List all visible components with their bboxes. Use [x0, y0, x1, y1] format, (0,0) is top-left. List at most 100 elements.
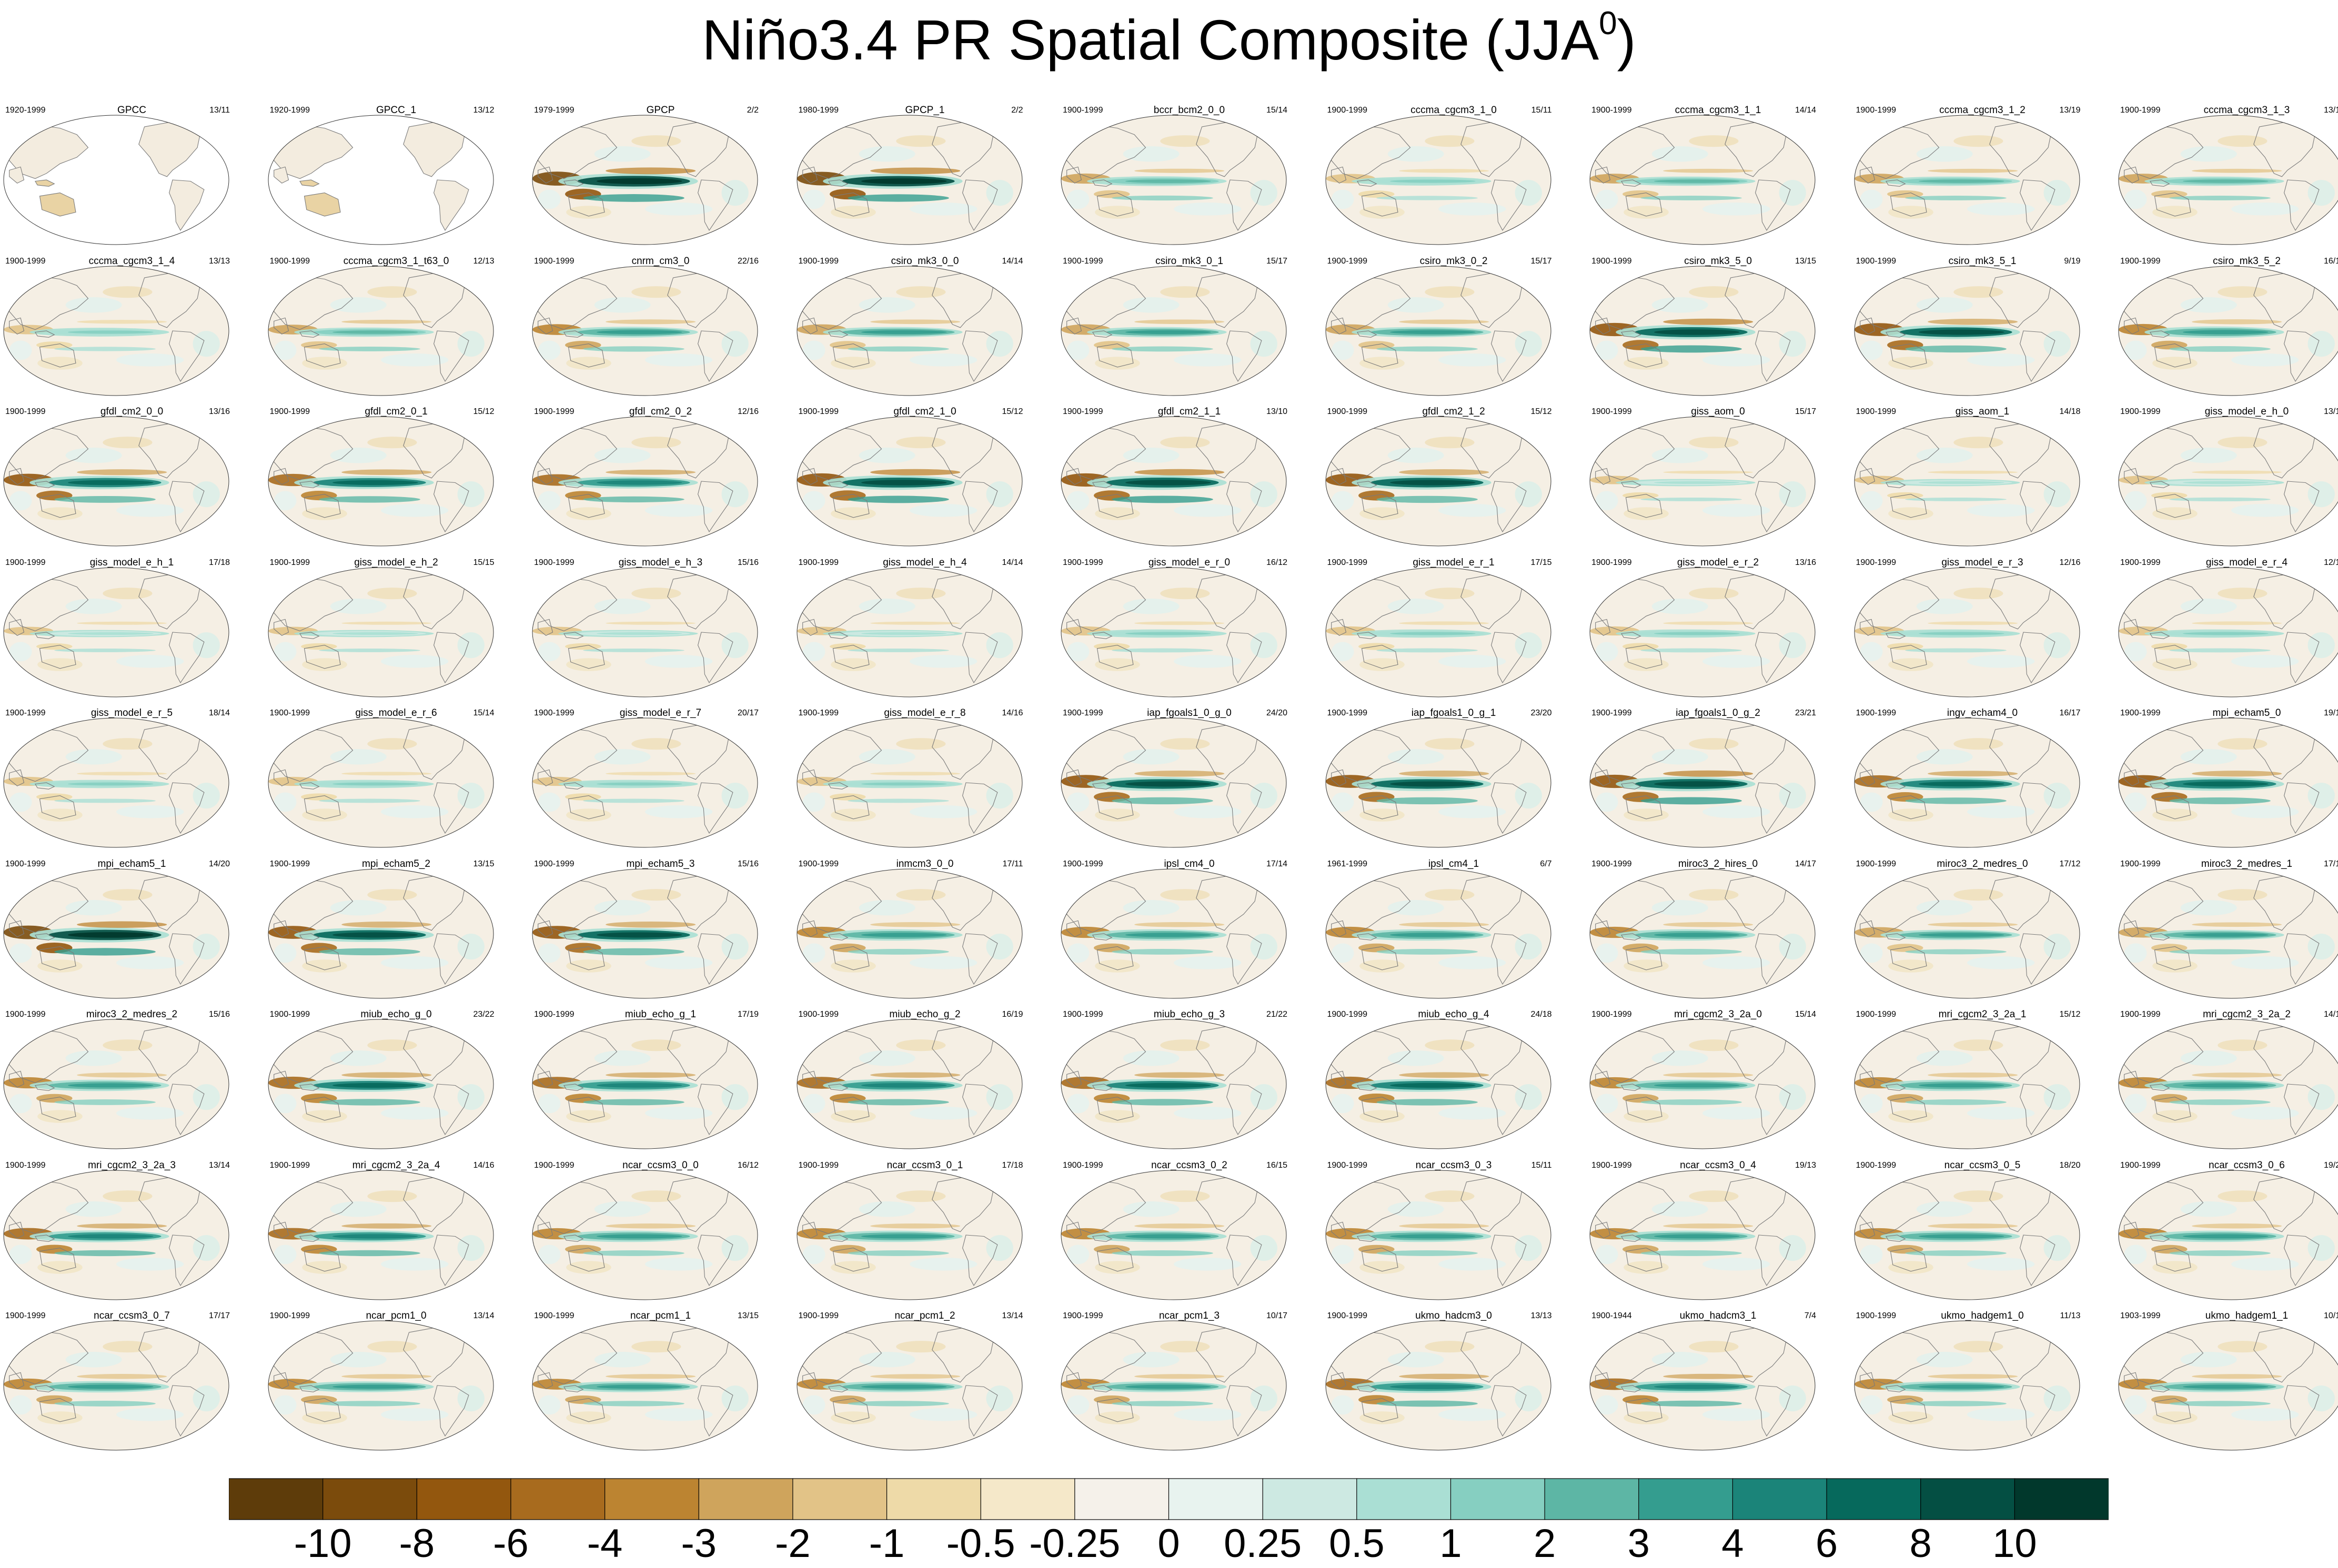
panel-title: giss_aom_1	[1955, 406, 2010, 417]
model-panel: cccma_cgcm3_1_3 1900-1999 13/13	[2117, 105, 2338, 252]
panel-title: GPCP	[646, 105, 675, 116]
panel-years: 1900-1999	[2120, 709, 2161, 717]
panel-event-count: 16/19	[1002, 1010, 1023, 1019]
model-panel: miroc3_2_medres_0 1900-1999 17/12	[1853, 858, 2112, 1006]
panel-years: 1900-1999	[1063, 859, 1103, 868]
panel-title: cnrm_cm3_0	[631, 255, 690, 267]
panel-map	[1854, 1019, 2080, 1149]
panel-event-count: 16/15	[1266, 1160, 1287, 1170]
panel-title: gfdl_cm2_0_2	[629, 406, 692, 417]
panel-map	[797, 567, 1022, 697]
panel-event-count: 15/14	[473, 709, 495, 717]
panel-map	[2118, 1170, 2338, 1300]
panel-map	[532, 1320, 758, 1451]
panel-event-count: 13/13	[2323, 106, 2338, 115]
panel-title: miub_echo_g_3	[1153, 1009, 1225, 1020]
panel-years: 1903-1999	[2120, 1311, 2161, 1320]
panel-event-count: 15/17	[1795, 407, 1816, 416]
panel-map	[1061, 1170, 1287, 1300]
panel-years: 1900-1999	[534, 1010, 575, 1019]
panel-event-count: 13/13	[1530, 1311, 1552, 1320]
panel-title: giss_model_e_r_8	[884, 707, 966, 719]
panel-event-count: 15/11	[1531, 106, 1552, 115]
panel-map	[268, 1170, 493, 1300]
panel-map	[797, 1170, 1022, 1300]
panel-years: 1900-1999	[2120, 859, 2161, 868]
panel-years: 1900-1999	[5, 256, 46, 266]
panel-years: 1900-1999	[5, 1311, 46, 1320]
colorbar-tick-label: -0.5	[946, 1521, 1015, 1566]
model-panel: miub_echo_g_3 1900-1999 21/22	[1060, 1009, 1319, 1156]
panel-years: 1900-1999	[269, 1311, 310, 1320]
panel-event-count: 14/17	[1795, 859, 1816, 868]
model-panel: csiro_mk3_5_1 1900-1999 9/19	[1853, 256, 2112, 403]
panel-title: giss_aom_0	[1691, 406, 1745, 417]
panel-title: ncar_ccsm3_0_7	[94, 1310, 170, 1321]
panel-title: miroc3_2_medres_2	[86, 1009, 178, 1020]
panel-event-count: 17/19	[737, 1010, 759, 1019]
panel-map	[1854, 266, 2080, 396]
panel-map	[1325, 567, 1551, 697]
model-panel: ipsl_cm4_1 1961-1999 6/7	[1324, 858, 1584, 1006]
colorbar-swatch	[1262, 1478, 1357, 1520]
colorbar-swatch	[323, 1478, 418, 1520]
colorbar-tick-label: -4	[587, 1521, 623, 1566]
panel-event-count: 17/15	[1530, 558, 1552, 567]
model-panel: giss_model_e_h_4 1900-1999 14/14	[795, 557, 1055, 704]
colorbar-swatch	[698, 1478, 793, 1520]
panel-title: mpi_echam5_0	[2212, 707, 2281, 719]
colorbar-tick-label: 1	[1439, 1521, 1462, 1566]
panel-title: bccr_bcm2_0_0	[1153, 105, 1225, 116]
panel-event-count: 17/11	[1002, 859, 1023, 868]
panel-map	[1589, 868, 1816, 998]
panel-years: 1900-1999	[1856, 1160, 1897, 1170]
panel-map	[1061, 416, 1287, 547]
model-panel: mpi_echam5_0 1900-1999 19/19	[2117, 708, 2338, 855]
panel-map	[3, 717, 229, 848]
panel-years: 1900-1999	[1591, 106, 1632, 115]
model-panel: gfdl_cm2_1_1 1900-1999 13/10	[1060, 407, 1319, 553]
panel-years: 1900-1999	[1327, 106, 1368, 115]
colorbar-tick-label: 3	[1627, 1521, 1650, 1566]
panel-map	[1854, 416, 2080, 547]
model-panel: miroc3_2_medres_2 1900-1999 15/16	[2, 1009, 261, 1156]
panel-years: 1900-1999	[269, 407, 310, 416]
colorbar-tick-label: 6	[1815, 1521, 1838, 1566]
colorbar-tick-label: 8	[1909, 1521, 1932, 1566]
panel-years: 1920-1999	[269, 106, 310, 115]
panel-title: gfdl_cm2_1_0	[893, 406, 956, 417]
model-panel: giss_aom_1 1900-1999 14/18	[1853, 407, 2112, 553]
panel-title: miub_echo_g_0	[360, 1009, 432, 1020]
panel-title: csiro_mk3_5_0	[1684, 255, 1752, 267]
colorbar-swatch	[1544, 1478, 1639, 1520]
panel-title: ncar_ccsm3_0_3	[1415, 1159, 1492, 1171]
chart-title-suffix: )	[1617, 8, 1636, 72]
model-panel: giss_model_e_h_1 1900-1999 17/18	[2, 557, 261, 704]
panel-map	[1589, 1019, 1816, 1149]
panel-event-count: 15/12	[1530, 407, 1552, 416]
model-panel: mpi_echam5_2 1900-1999 13/15	[267, 858, 526, 1006]
panel-event-count: 6/7	[1540, 859, 1552, 868]
panel-title: miroc3_2_medres_1	[2201, 858, 2293, 869]
panel-years: 1900-1999	[2120, 407, 2161, 416]
panel-title: ncar_pcm1_0	[366, 1310, 427, 1321]
model-panel: ncar_ccsm3_0_0 1900-1999 16/12	[531, 1160, 790, 1307]
model-panel: csiro_mk3_0_0 1900-1999 14/14	[795, 256, 1055, 403]
panel-map	[1854, 1170, 2080, 1300]
panel-title: mpi_echam5_2	[362, 858, 430, 869]
model-panel: bccr_bcm2_0_0 1900-1999 15/14	[1060, 105, 1319, 252]
panel-event-count: 2/2	[747, 106, 759, 115]
panel-years: 1900-1999	[1591, 859, 1632, 868]
panel-map	[3, 1019, 229, 1149]
panel-event-count: 13/15	[473, 859, 495, 868]
model-panel: miub_echo_g_1 1900-1999 17/19	[531, 1009, 790, 1156]
model-panel: giss_model_e_r_6 1900-1999 15/14	[267, 708, 526, 855]
model-panel: mri_cgcm2_3_2a_2 1900-1999 14/12	[2117, 1009, 2338, 1156]
panel-map	[532, 266, 758, 396]
panel-title: ukmo_hadcm3_1	[1679, 1310, 1757, 1321]
colorbar-swatch	[1732, 1478, 1828, 1520]
panel-title: giss_model_e_r_5	[90, 707, 173, 719]
panel-years: 1900-1999	[534, 1311, 575, 1320]
panel-map	[1061, 717, 1287, 848]
panel-title: ncar_ccsm3_0_0	[622, 1159, 699, 1171]
